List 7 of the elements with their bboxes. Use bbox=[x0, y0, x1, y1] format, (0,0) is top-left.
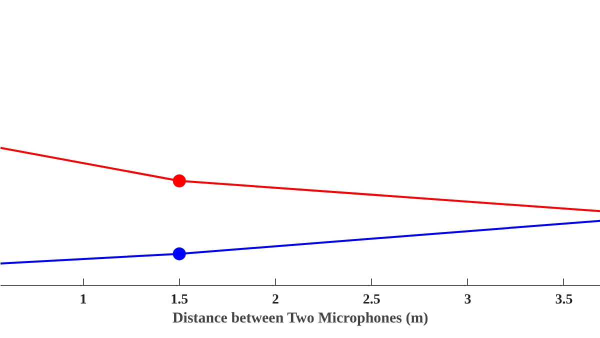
x-axis-title: Distance between Two Microphones (m) bbox=[172, 310, 428, 326]
x-tick-label: 3 bbox=[464, 292, 472, 308]
x-tick-label: 1 bbox=[80, 292, 87, 308]
x-tick-label: 2.5 bbox=[362, 292, 380, 308]
x-tick-label: 1.5 bbox=[170, 292, 188, 308]
x-tick-label: 3.5 bbox=[555, 292, 573, 308]
x-tick-label: 2 bbox=[272, 292, 279, 308]
